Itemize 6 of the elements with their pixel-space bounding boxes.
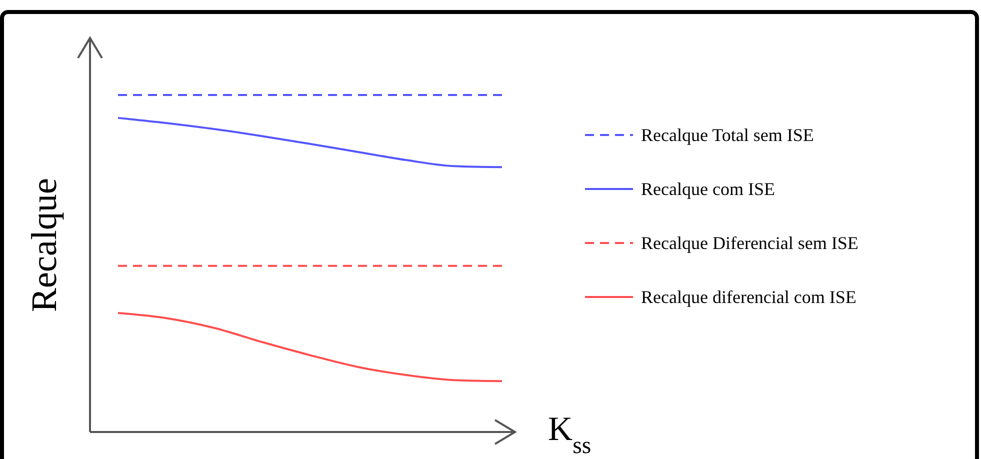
legend-label: Recalque com ISE [641,179,775,199]
x-axis-title: K$_{ss}$ [548,411,592,459]
legend-label: Recalque diferencial com ISE [641,287,856,307]
y-axis-title: Recalque [24,178,64,312]
legend-label: Recalque Total sem ISE [641,125,814,145]
legend-label: Recalque Diferencial sem ISE [641,233,858,253]
